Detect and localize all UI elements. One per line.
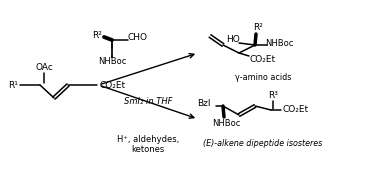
Text: HO: HO (226, 35, 240, 45)
Text: Bzl: Bzl (197, 100, 211, 108)
Text: R³: R³ (268, 92, 278, 100)
Text: OAc: OAc (35, 64, 53, 73)
Text: γ-amino acids: γ-amino acids (235, 73, 291, 83)
Text: R¹: R¹ (8, 81, 18, 89)
Text: CO₂Et: CO₂Et (250, 54, 276, 64)
Text: R²: R² (253, 22, 263, 31)
Text: CO₂Et: CO₂Et (283, 106, 309, 115)
Text: H⁺, aldehydes,: H⁺, aldehydes, (117, 134, 179, 144)
Text: NHBoc: NHBoc (265, 39, 293, 47)
Text: R²: R² (92, 31, 102, 39)
Text: SmI₂ in THF: SmI₂ in THF (124, 96, 172, 106)
Text: ketones: ketones (131, 146, 165, 155)
Text: CHO: CHO (128, 33, 148, 41)
Text: (E)-alkene dipeptide isosteres: (E)-alkene dipeptide isosteres (203, 138, 323, 148)
Text: NHBoc: NHBoc (98, 56, 126, 66)
Text: NHBoc: NHBoc (212, 119, 240, 129)
Text: CO₂Et: CO₂Et (100, 81, 126, 89)
